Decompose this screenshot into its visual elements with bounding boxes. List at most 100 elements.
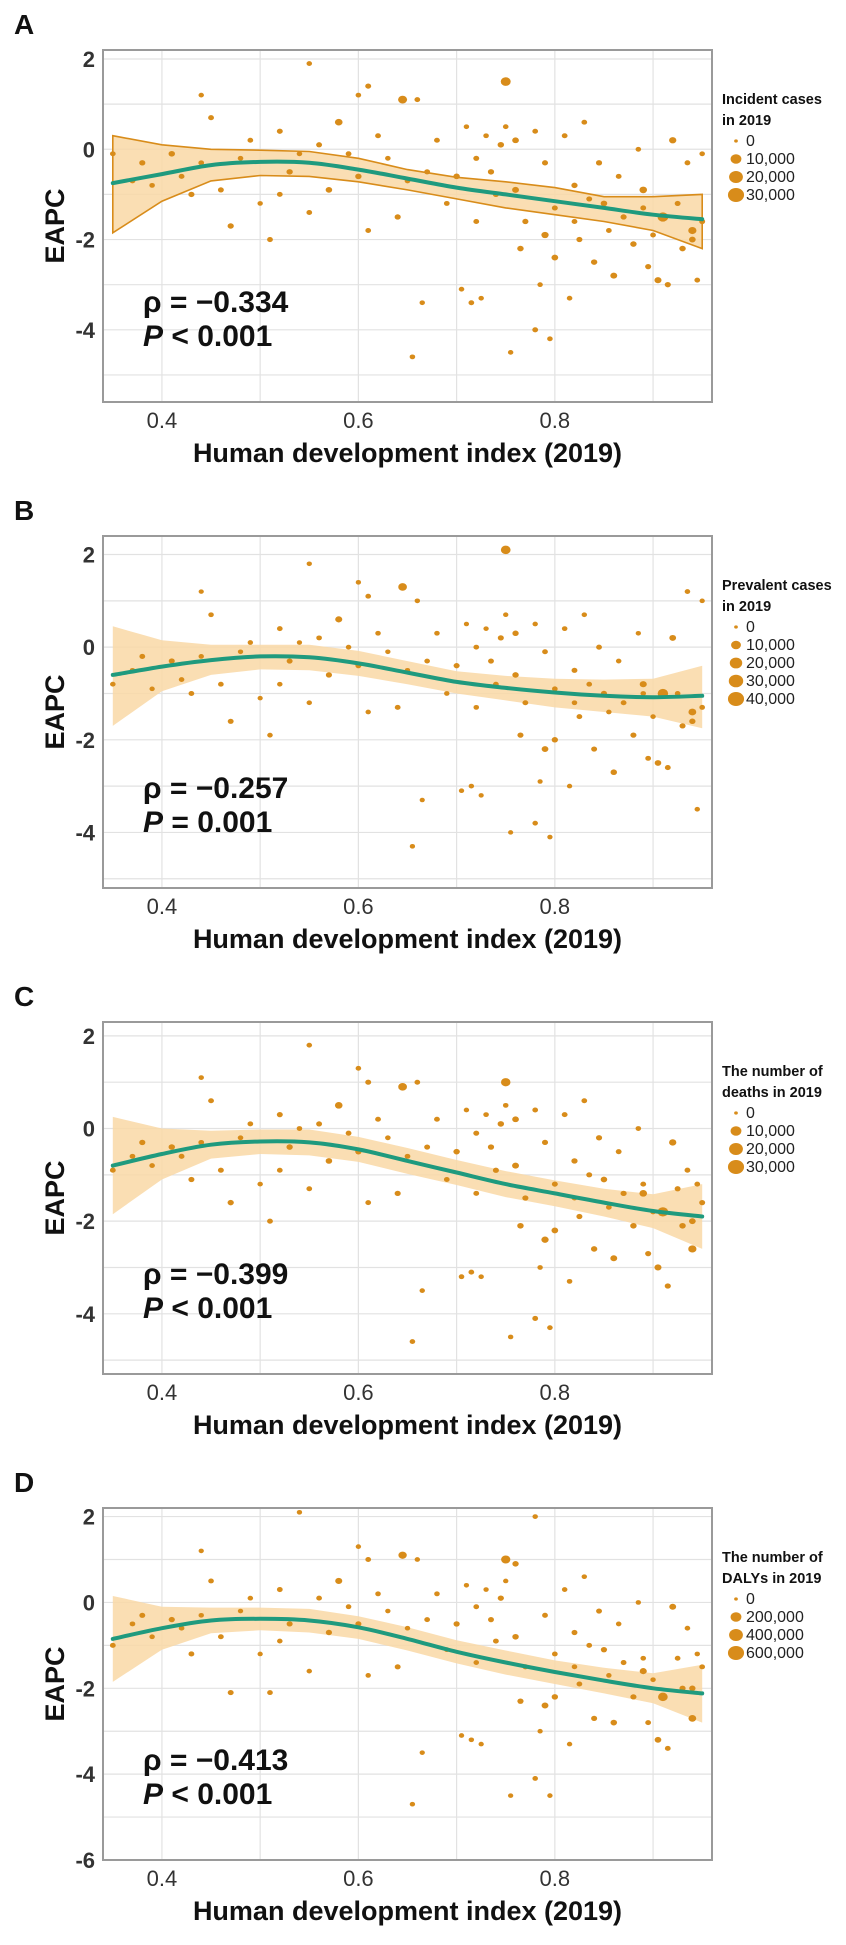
- chart-b-panel-label: B: [14, 495, 34, 526]
- chart-c-points: [109, 1042, 706, 1345]
- chart-c-point: [404, 1153, 411, 1159]
- chart-d-legend-key: [727, 1646, 745, 1660]
- chart-a-point: [517, 245, 524, 252]
- chart-a-legend-key: [729, 170, 743, 184]
- chart-a-point: [316, 142, 323, 148]
- chart-a-point: [394, 214, 401, 220]
- chart-b-point: [110, 681, 116, 687]
- chart-c-point: [478, 1274, 484, 1280]
- chart-c-point: [684, 1167, 691, 1173]
- chart-a-point: [669, 137, 677, 144]
- chart-d-y-axis-label: EAPC: [40, 1646, 70, 1721]
- chart-b-point: [453, 663, 460, 669]
- chart-c-point: [512, 1162, 519, 1169]
- chart-a-point: [551, 254, 559, 261]
- chart-b-point: [198, 589, 204, 594]
- chart-b-point: [581, 612, 588, 618]
- chart-a-point: [581, 119, 588, 125]
- chart-a-point: [674, 200, 681, 207]
- chart-b-point: [267, 732, 273, 738]
- chart-b-point: [385, 649, 391, 655]
- panel-a: A 2 0 -2 -4 0.4 0.6 0.8 Human development index …: [0, 0, 846, 486]
- chart-b-point: [537, 779, 543, 784]
- chart-a-point: [473, 155, 480, 161]
- chart-b-fit-line: [110, 654, 705, 700]
- chart-b-point: [512, 630, 519, 637]
- chart-c-legend-label: 30,000: [746, 1159, 795, 1176]
- chart-b-legend-key: [734, 625, 738, 629]
- chart-d-legend-label: 0: [746, 1591, 755, 1608]
- chart-d-xtick-label: 0.6: [343, 1866, 374, 1891]
- chart-b-point: [551, 737, 558, 743]
- chart-c-point: [409, 1339, 416, 1345]
- chart-c-point: [630, 1222, 637, 1229]
- chart-b-point: [522, 700, 529, 706]
- chart-d-confidence-band: [112, 1596, 703, 1723]
- chart-d-point: [640, 1655, 647, 1661]
- panel-d: D 2 0 -2 -4 -6 0.4 0.6 0.8 Human development inde…: [0, 1458, 846, 1944]
- chart-a-stat-p: P < 0.001: [143, 320, 272, 353]
- chart-d-point: [355, 1544, 362, 1549]
- chart-c-legend-key: [730, 1126, 742, 1136]
- chart-a-point: [497, 141, 505, 148]
- chart-d-point: [109, 1642, 116, 1648]
- chart-a-legend-label: 20,000: [746, 169, 795, 186]
- chart-c-point: [276, 1167, 283, 1173]
- chart-d-point: [434, 1591, 440, 1597]
- chart-c-point: [217, 1167, 224, 1173]
- chart-b-point: [335, 616, 343, 623]
- chart-d-point: [669, 1603, 677, 1610]
- chart-a-legend-title: Incident cases: [722, 92, 822, 108]
- chart-b-point: [497, 635, 504, 641]
- chart-b-point: [547, 834, 553, 840]
- chart-d-point: [139, 1612, 146, 1618]
- chart-a-point: [276, 191, 283, 197]
- chart-a-point: [453, 173, 460, 180]
- chart-c-point: [487, 1144, 495, 1150]
- chart-a-point: [590, 259, 598, 265]
- chart-d-point: [610, 1719, 618, 1726]
- chart-c-point: [398, 1083, 407, 1091]
- chart-d-panel-label: D: [14, 1467, 34, 1498]
- chart-c-point: [654, 1264, 662, 1271]
- chart-d-point: [178, 1625, 185, 1631]
- chart-b-legend-label: 40,000: [746, 691, 795, 708]
- chart-d-point: [325, 1629, 333, 1636]
- chart-b-point: [688, 708, 697, 716]
- chart-b-point: [257, 695, 263, 701]
- chart-d-point: [684, 1625, 691, 1631]
- chart-c-point: [468, 1269, 475, 1275]
- chart-d-point: [532, 1514, 538, 1519]
- chart-c-point: [188, 1176, 195, 1183]
- chart-c-stat-p-value: < 0.001: [163, 1292, 272, 1325]
- chart-c-point: [571, 1158, 578, 1164]
- chart-b-point: [306, 561, 312, 567]
- chart-d-point: [375, 1591, 381, 1597]
- chart-b-xtick-label: 0.8: [540, 894, 571, 919]
- chart-c-stat-rho: ρ = −0.399: [143, 1258, 288, 1291]
- chart-c-point: [463, 1107, 470, 1113]
- chart-a-point: [512, 137, 519, 144]
- chart-a-point: [640, 205, 647, 211]
- chart-a-point: [198, 160, 205, 166]
- chart-a-point: [532, 327, 539, 333]
- chart-d-stat-p: P < 0.001: [143, 1778, 272, 1811]
- chart-a-point: [267, 237, 273, 243]
- chart-d-point: [483, 1587, 489, 1592]
- chart-c-xtick-label: 0.6: [343, 1380, 374, 1405]
- chart-a-point: [434, 137, 440, 143]
- chart-a-point: [385, 155, 391, 161]
- chart-b-point: [532, 621, 538, 627]
- chart-c-point: [306, 1186, 313, 1192]
- chart-d-stat-p-symbol: P: [143, 1778, 164, 1811]
- chart-a-point: [541, 231, 549, 239]
- chart-a-point: [237, 155, 244, 161]
- chart-c-point: [497, 1121, 505, 1127]
- chart-c-point: [635, 1126, 642, 1131]
- chart-b-point: [596, 644, 602, 650]
- chart-c-point: [178, 1153, 185, 1159]
- chart-a-point: [355, 92, 362, 98]
- chart-panel-d: D 2 0 -2 -4 -6 0.4 0.6 0.8 Human development inde…: [14, 1467, 823, 1926]
- chart-d-point: [365, 1673, 371, 1678]
- chart-c-point: [561, 1112, 568, 1118]
